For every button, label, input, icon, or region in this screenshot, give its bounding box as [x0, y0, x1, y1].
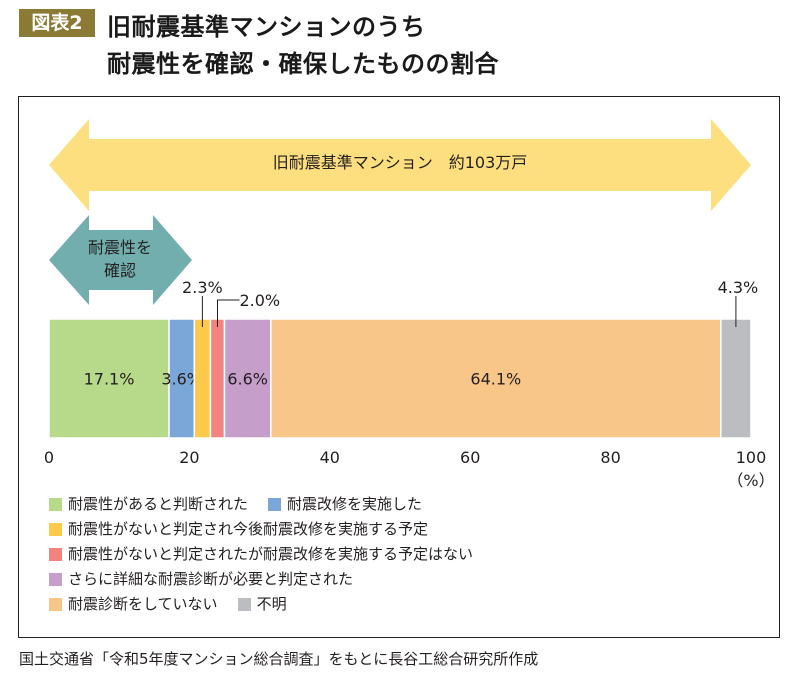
chart-title-line-1: 旧耐震基準マンションのうち: [107, 13, 426, 41]
bar-label-5: 6.6%: [227, 370, 268, 389]
x-tick-label-40: 40: [320, 448, 340, 467]
legend-swatch: [49, 548, 62, 561]
confirm-arrow-label-line1: 耐震性を: [88, 238, 152, 257]
legend-label: 耐震性があると判断された: [68, 495, 249, 513]
bar-segment-3: [193, 318, 212, 439]
bar-segment-5: [223, 318, 272, 439]
legend-label: 不明: [256, 595, 287, 613]
legend-item: さらに詳細な耐震診断が必要と判定された: [49, 567, 353, 592]
bar-label-4: 2.0%: [239, 291, 280, 310]
legend-row: 耐震性があると判断された 耐震改修を実施した: [49, 492, 493, 517]
legend-item: 耐震診断をしていない: [49, 592, 218, 617]
x-tick-label-0: 0: [44, 448, 54, 467]
bar-segment-4: [209, 318, 226, 439]
chart-legend: 耐震性があると判断された 耐震改修を実施した耐震性がないと判定され今後耐震改修を実…: [49, 492, 493, 617]
legend-row: 耐震性がないと判定され今後耐震改修を実施する予定: [49, 517, 493, 542]
figure-badge: 図表2: [19, 9, 95, 37]
bar-label-6: 64.1%: [470, 370, 521, 389]
confirm-arrow-shape: [49, 215, 192, 305]
bar-segment-1: [48, 318, 170, 439]
legend-row: 耐震診断をしていない 不明: [49, 592, 493, 617]
x-tick-label-80: 80: [600, 448, 620, 467]
confirm-arrow-label-line2: 確認: [104, 261, 136, 280]
legend-label: さらに詳細な耐震診断が必要と判定された: [68, 570, 354, 588]
legend-swatch: [49, 598, 62, 611]
bar-label-7: 4.3%: [718, 278, 759, 297]
legend-item: 耐震性がないと判定されたが耐震改修を実施する予定はない: [49, 542, 473, 567]
legend-label: 耐震改修を実施した: [287, 495, 423, 513]
legend-swatch: [237, 598, 251, 611]
legend-swatch: [49, 523, 62, 536]
legend-swatch: [49, 573, 62, 586]
source-note: 国土交通省「令和5年度マンション総合調査」をもとに長谷工総合研究所作成: [19, 650, 539, 668]
bar-segment-7: [720, 318, 752, 439]
legend-item: 耐震性があると判断された: [49, 492, 248, 517]
x-axis-unit-label: （%）: [727, 471, 774, 490]
legend-label: 耐震性がないと判定されたが耐震改修を実施する予定はない: [68, 545, 474, 563]
legend-item: 耐震性がないと判定され今後耐震改修を実施する予定: [49, 517, 428, 542]
legend-item: 耐震改修を実施した: [268, 492, 422, 517]
x-tick-label-100: 100: [736, 448, 767, 467]
legend-row: さらに詳細な耐震診断が必要と判定された: [49, 567, 493, 592]
x-tick-label-60: 60: [460, 448, 480, 467]
legend-swatch: [49, 498, 62, 511]
bar-segment-2: [168, 318, 196, 439]
total-arrow-label: 旧耐震基準マンション 約103万戸: [273, 153, 528, 172]
legend-label: 耐震性がないと判定され今後耐震改修を実施する予定: [68, 520, 429, 538]
bar-label-2: 3.6%: [161, 370, 202, 389]
bar-label-1: 17.1%: [84, 370, 135, 389]
leader-line-4: [216, 299, 240, 327]
chart-frame: [18, 96, 780, 638]
total-arrow-shape: [49, 119, 751, 211]
chart-title-line-2: 耐震性を確認・確保したものの割合: [107, 50, 499, 78]
legend-item: 不明: [237, 592, 287, 617]
legend-swatch: [268, 498, 282, 511]
legend-label: 耐震診断をしていない: [68, 595, 218, 613]
bar-label-3: 2.3%: [182, 278, 223, 297]
legend-row: 耐震性がないと判定されたが耐震改修を実施する予定はない: [49, 542, 493, 567]
x-tick-label-20: 20: [179, 448, 199, 467]
bar-segment-6: [270, 318, 722, 439]
